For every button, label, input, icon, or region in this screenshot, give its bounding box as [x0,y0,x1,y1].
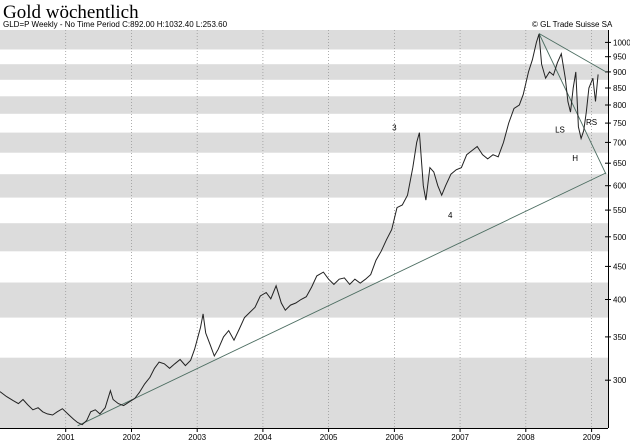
x-tick-label: 2007 [451,433,469,442]
y-tick-label: 600 [613,182,627,191]
trendlines [77,33,607,427]
x-tick-label: 2003 [188,433,206,442]
annotation-label: 3 [392,124,397,133]
x-axis: 2001 2002 2003 2004 2005 2006 2007 2008 2009 [0,30,608,442]
price-series-line [0,33,599,426]
y-tick-label: 1000 [613,38,630,47]
y-tick-label: 850 [613,84,627,93]
grid-band [0,132,608,153]
chart-credit: © GL Trade Suisse SA [532,20,613,29]
grid-band [0,30,608,50]
annotations: 3 4 LS H RS [392,118,597,220]
annotation-label: H [572,154,578,163]
y-tick-label: 700 [613,138,627,147]
y-tick-label: 350 [613,333,627,342]
y-tick-label: 650 [613,159,627,168]
y-tick-label: 450 [613,262,627,271]
annotation-label: 4 [448,211,453,220]
y-tick-label: 750 [613,119,627,128]
y-tick-label: 800 [613,101,627,110]
x-tick-label: 2001 [57,433,75,442]
y-tick-label: 550 [613,206,627,215]
y-tick-label: 400 [613,296,627,305]
y-axis: 300 350 400 450 500 550 600 650 700 750 800 850 900 9… [605,30,630,428]
x-tick-label: 2009 [583,433,601,442]
x-tick-label: 2004 [254,433,272,442]
grid-band [0,96,608,114]
x-tick-label: 2006 [386,433,404,442]
grid-bands [0,30,608,428]
x-tick-label: 2008 [517,433,535,442]
chart-subtitle: GLD=P Weekly - No Time Period C:892.00 H… [3,20,228,29]
grid-band [0,282,608,318]
trendline [538,33,607,175]
y-tick-label: 300 [613,376,627,385]
grid-band [0,64,608,80]
y-tick-label: 500 [613,233,627,242]
x-tick-label: 2002 [123,433,141,442]
y-tick-label: 900 [613,68,627,77]
annotation-label: LS [555,126,565,135]
trendline [77,172,607,427]
y-tick-label: 950 [613,53,627,62]
grid-band [0,223,608,252]
grid-band [0,174,608,198]
grid-band [0,357,608,428]
x-tick-label: 2005 [320,433,338,442]
trendline [538,33,607,73]
annotation-label: RS [586,118,597,127]
chart-title: Gold wöchentlich [3,2,139,23]
